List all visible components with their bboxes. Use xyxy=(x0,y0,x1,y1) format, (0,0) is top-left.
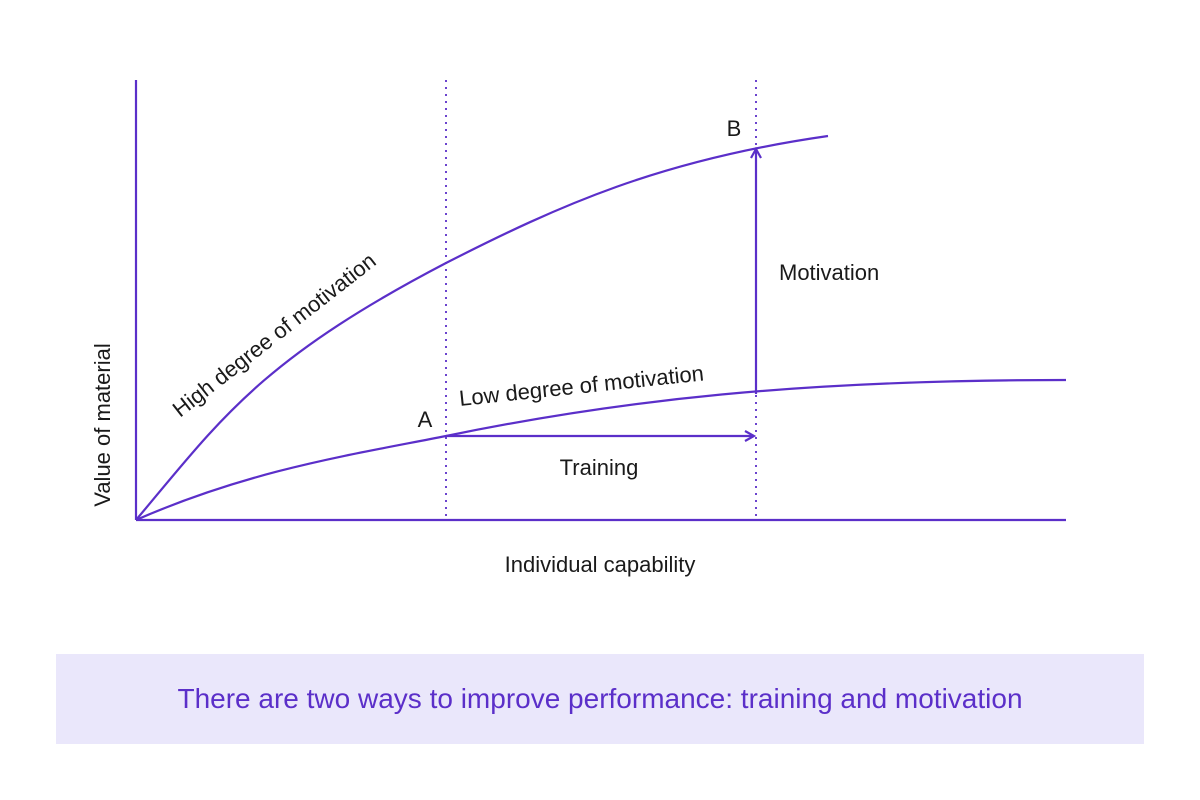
low-curve-label: Low degree of motivation xyxy=(458,360,705,411)
caption-banner: There are two ways to improve performanc… xyxy=(56,654,1144,744)
point-b-label: B xyxy=(727,116,742,141)
motivation-capability-diagram: Value of material Individual capability … xyxy=(90,80,1067,577)
motivation-label: Motivation xyxy=(779,260,879,285)
training-label: Training xyxy=(560,455,639,480)
high-curve-label: High degree of motivation xyxy=(168,248,381,422)
low-motivation-curve xyxy=(135,378,1067,522)
y-axis-label: Value of material xyxy=(90,343,115,506)
x-axis-label: Individual capability xyxy=(505,552,696,577)
high-motivation-curve xyxy=(135,134,829,521)
caption-text: There are two ways to improve performanc… xyxy=(177,683,1023,714)
point-a-label: A xyxy=(418,407,433,432)
